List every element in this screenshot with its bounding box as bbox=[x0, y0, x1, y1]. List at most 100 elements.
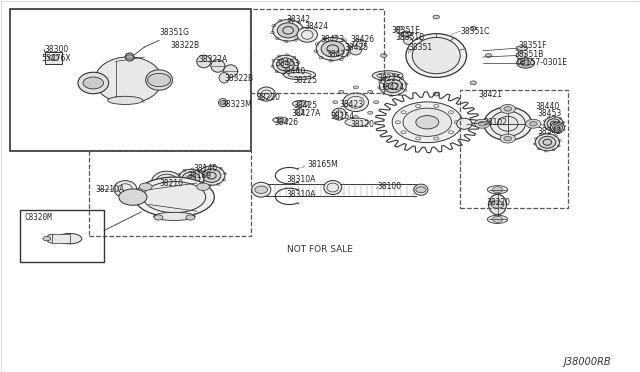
Text: 38351G: 38351G bbox=[159, 28, 189, 37]
Circle shape bbox=[396, 81, 403, 85]
Text: 38427: 38427 bbox=[326, 49, 351, 58]
Circle shape bbox=[186, 215, 195, 220]
Circle shape bbox=[49, 55, 59, 61]
Bar bbox=[250, 9, 384, 93]
Circle shape bbox=[196, 183, 209, 190]
Text: 08157-0301E: 08157-0301E bbox=[516, 58, 568, 67]
Ellipse shape bbox=[218, 99, 227, 107]
Bar bbox=[20, 210, 104, 262]
Text: 38426: 38426 bbox=[274, 118, 298, 127]
Circle shape bbox=[470, 26, 476, 30]
Ellipse shape bbox=[516, 46, 527, 50]
Ellipse shape bbox=[316, 37, 349, 60]
Circle shape bbox=[297, 102, 305, 106]
Circle shape bbox=[277, 118, 284, 122]
Ellipse shape bbox=[292, 100, 309, 107]
Ellipse shape bbox=[125, 53, 134, 61]
Ellipse shape bbox=[324, 180, 342, 195]
Circle shape bbox=[403, 108, 452, 137]
Ellipse shape bbox=[202, 169, 221, 182]
Circle shape bbox=[255, 186, 268, 193]
Ellipse shape bbox=[353, 39, 366, 49]
Circle shape bbox=[148, 73, 171, 87]
Text: 38210A: 38210A bbox=[95, 185, 124, 194]
Bar bbox=[52, 234, 70, 243]
Circle shape bbox=[353, 86, 358, 89]
Text: 38351B: 38351B bbox=[515, 50, 544, 59]
Ellipse shape bbox=[95, 57, 162, 103]
Ellipse shape bbox=[257, 87, 275, 101]
Ellipse shape bbox=[406, 34, 467, 77]
Ellipse shape bbox=[198, 166, 225, 185]
Ellipse shape bbox=[414, 184, 428, 195]
Ellipse shape bbox=[182, 172, 200, 185]
Text: 38424: 38424 bbox=[381, 83, 404, 92]
Ellipse shape bbox=[273, 20, 303, 41]
Ellipse shape bbox=[58, 234, 82, 244]
Ellipse shape bbox=[553, 124, 563, 131]
Bar bbox=[89, 150, 251, 236]
Ellipse shape bbox=[372, 71, 403, 80]
Ellipse shape bbox=[87, 51, 170, 109]
Ellipse shape bbox=[296, 109, 303, 115]
Ellipse shape bbox=[178, 169, 204, 188]
Circle shape bbox=[154, 215, 163, 220]
Text: 38423: 38423 bbox=[339, 100, 364, 109]
Ellipse shape bbox=[211, 60, 225, 72]
Circle shape bbox=[392, 102, 463, 142]
Circle shape bbox=[520, 60, 531, 66]
Ellipse shape bbox=[146, 70, 173, 90]
Text: 38423: 38423 bbox=[320, 35, 344, 44]
Text: 55476X: 55476X bbox=[41, 54, 70, 63]
Ellipse shape bbox=[297, 28, 317, 42]
Text: 38342: 38342 bbox=[287, 15, 311, 24]
Text: 38323M: 38323M bbox=[221, 100, 252, 109]
Text: 38453: 38453 bbox=[537, 109, 561, 118]
Text: 38225: 38225 bbox=[293, 76, 317, 84]
Ellipse shape bbox=[219, 73, 229, 83]
Text: 38440: 38440 bbox=[536, 102, 560, 111]
Circle shape bbox=[339, 90, 344, 93]
Circle shape bbox=[367, 90, 372, 93]
Text: 38421: 38421 bbox=[478, 90, 502, 99]
Text: 38351C: 38351C bbox=[461, 26, 490, 36]
Circle shape bbox=[83, 77, 104, 89]
Circle shape bbox=[43, 236, 51, 241]
Ellipse shape bbox=[350, 46, 362, 55]
Ellipse shape bbox=[457, 118, 472, 129]
Circle shape bbox=[333, 101, 338, 104]
Circle shape bbox=[470, 81, 476, 85]
Circle shape bbox=[339, 111, 344, 114]
Ellipse shape bbox=[276, 58, 294, 71]
Text: 38425: 38425 bbox=[293, 102, 317, 110]
Text: 38220: 38220 bbox=[256, 93, 280, 102]
Text: 38426: 38426 bbox=[351, 35, 375, 44]
Ellipse shape bbox=[78, 72, 109, 94]
Circle shape bbox=[491, 201, 504, 208]
Text: 38351B: 38351B bbox=[396, 33, 424, 42]
Text: 38225: 38225 bbox=[378, 74, 401, 83]
Circle shape bbox=[504, 137, 511, 141]
Ellipse shape bbox=[404, 37, 413, 44]
Circle shape bbox=[353, 116, 358, 119]
Ellipse shape bbox=[108, 96, 143, 105]
Circle shape bbox=[492, 187, 502, 193]
Circle shape bbox=[516, 58, 534, 68]
Text: 38322B: 38322B bbox=[224, 74, 253, 83]
Text: 38154: 38154 bbox=[330, 112, 355, 121]
Circle shape bbox=[500, 134, 515, 143]
Circle shape bbox=[433, 92, 440, 96]
Text: 38102: 38102 bbox=[483, 118, 508, 127]
Ellipse shape bbox=[343, 93, 369, 112]
Ellipse shape bbox=[487, 215, 508, 224]
Bar bbox=[10, 9, 251, 151]
Text: 38453: 38453 bbox=[275, 59, 300, 68]
Text: 38140: 38140 bbox=[193, 164, 218, 173]
Text: C8320M: C8320M bbox=[25, 213, 52, 222]
Bar bbox=[45, 52, 62, 64]
Text: 38425: 38425 bbox=[344, 42, 369, 51]
Ellipse shape bbox=[152, 171, 182, 193]
Ellipse shape bbox=[547, 119, 561, 129]
Ellipse shape bbox=[143, 182, 205, 213]
Ellipse shape bbox=[154, 212, 195, 221]
